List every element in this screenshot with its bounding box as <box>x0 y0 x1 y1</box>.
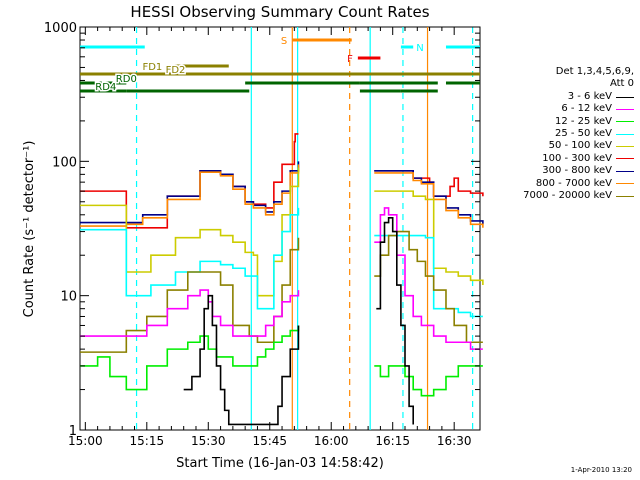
legend-swatch <box>616 195 634 197</box>
series-line <box>376 216 414 425</box>
x-tick-label: 16:30 <box>437 434 472 448</box>
legend-entry: 800 - 7000 keV <box>488 178 634 190</box>
state-bar-label: FD2 <box>166 65 186 76</box>
legend-entries: 3 - 6 keV 6 - 12 keV 12 - 25 keV 25 - 50 ke… <box>488 91 634 203</box>
legend-label: 300 - 800 keV <box>542 165 612 177</box>
legend-entry: 6 - 12 keV <box>488 103 634 115</box>
series-line <box>80 164 300 227</box>
legend: Det 1,3,4,5,6,9, Att 0 3 - 6 keV 6 - 12 k… <box>488 66 634 202</box>
x-tick-label: 15:45 <box>252 434 287 448</box>
series-line <box>80 167 300 297</box>
legend-entry: 100 - 300 keV <box>488 153 634 165</box>
plot-frame <box>79 26 481 431</box>
y-axis-label: Count Rate (s⁻¹ detector⁻¹) <box>22 141 37 318</box>
x-tick-label: 15:00 <box>68 434 103 448</box>
y-tick-label: 10 <box>60 290 77 305</box>
series-line <box>374 365 483 397</box>
legend-header-line-2: Att 0 <box>609 78 634 90</box>
x-tick-label: 15:15 <box>130 434 165 448</box>
state-bar-label: RD4 <box>95 82 116 93</box>
legend-entry: 12 - 25 keV <box>488 116 634 128</box>
legend-entry: 25 - 50 keV <box>488 128 634 140</box>
chart-title: HESSI Observing Summary Count Rates <box>130 3 429 21</box>
legend-label: 3 - 6 keV <box>567 90 612 102</box>
legend-label: 100 - 300 keV <box>542 152 612 164</box>
legend-header-line-1: Det 1,3,4,5,6,9, <box>555 66 634 77</box>
legend-label: 12 - 25 keV <box>554 115 612 127</box>
legend-swatch <box>616 158 634 160</box>
x-tick-label: 16:00 <box>314 434 349 448</box>
legend-swatch <box>616 108 634 110</box>
series-lines <box>80 133 484 426</box>
series-line <box>374 172 484 228</box>
legend-swatch <box>616 121 634 123</box>
legend-label: 25 - 50 keV <box>554 127 612 139</box>
state-bar-label: S <box>281 36 287 47</box>
state-bar-label: F <box>347 54 353 65</box>
legend-label: 6 - 12 keV <box>561 103 612 115</box>
legend-swatch <box>616 170 634 172</box>
legend-entry: 7000 - 20000 keV <box>488 190 634 202</box>
legend-entry: 50 - 100 keV <box>488 140 634 152</box>
footer-stamp: 1-Apr-2010 13:20 <box>570 466 632 474</box>
series-line <box>374 207 483 350</box>
vertical-markers <box>135 27 474 430</box>
series-line <box>183 294 300 426</box>
legend-label: 7000 - 20000 keV <box>523 189 612 201</box>
legend-swatch <box>616 96 634 98</box>
legend-swatch <box>616 133 634 135</box>
x-axis-label: Start Time (16-Jan-03 14:58:42) <box>176 456 384 471</box>
state-bar-label: FD1 <box>142 62 162 73</box>
series-line <box>80 289 300 337</box>
series-line <box>80 207 300 310</box>
x-tick-label: 15:30 <box>191 434 226 448</box>
y-tick-label: 100 <box>52 155 77 170</box>
y-tick-label: 1000 <box>44 21 77 36</box>
series-line <box>80 325 300 391</box>
legend-swatch <box>616 183 634 185</box>
series-line <box>374 230 483 344</box>
y-tick-label: 1 <box>69 424 77 439</box>
series-line <box>374 234 483 318</box>
legend-label: 800 - 7000 keV <box>535 177 612 189</box>
legend-swatch <box>616 146 634 148</box>
legend-entry: 300 - 800 keV <box>488 165 634 177</box>
state-bar-label: N <box>416 43 423 54</box>
legend-label: 50 - 100 keV <box>548 140 612 152</box>
x-tick-label: 16:15 <box>375 434 410 448</box>
state-bar-label: RD0 <box>116 74 137 85</box>
series-line <box>374 190 484 286</box>
legend-entry: 3 - 6 keV <box>488 91 634 103</box>
axes-ticks: 15:00 15:15 15:30 15:45 16:00 16:15 16:30 1 10 10… <box>44 21 480 448</box>
